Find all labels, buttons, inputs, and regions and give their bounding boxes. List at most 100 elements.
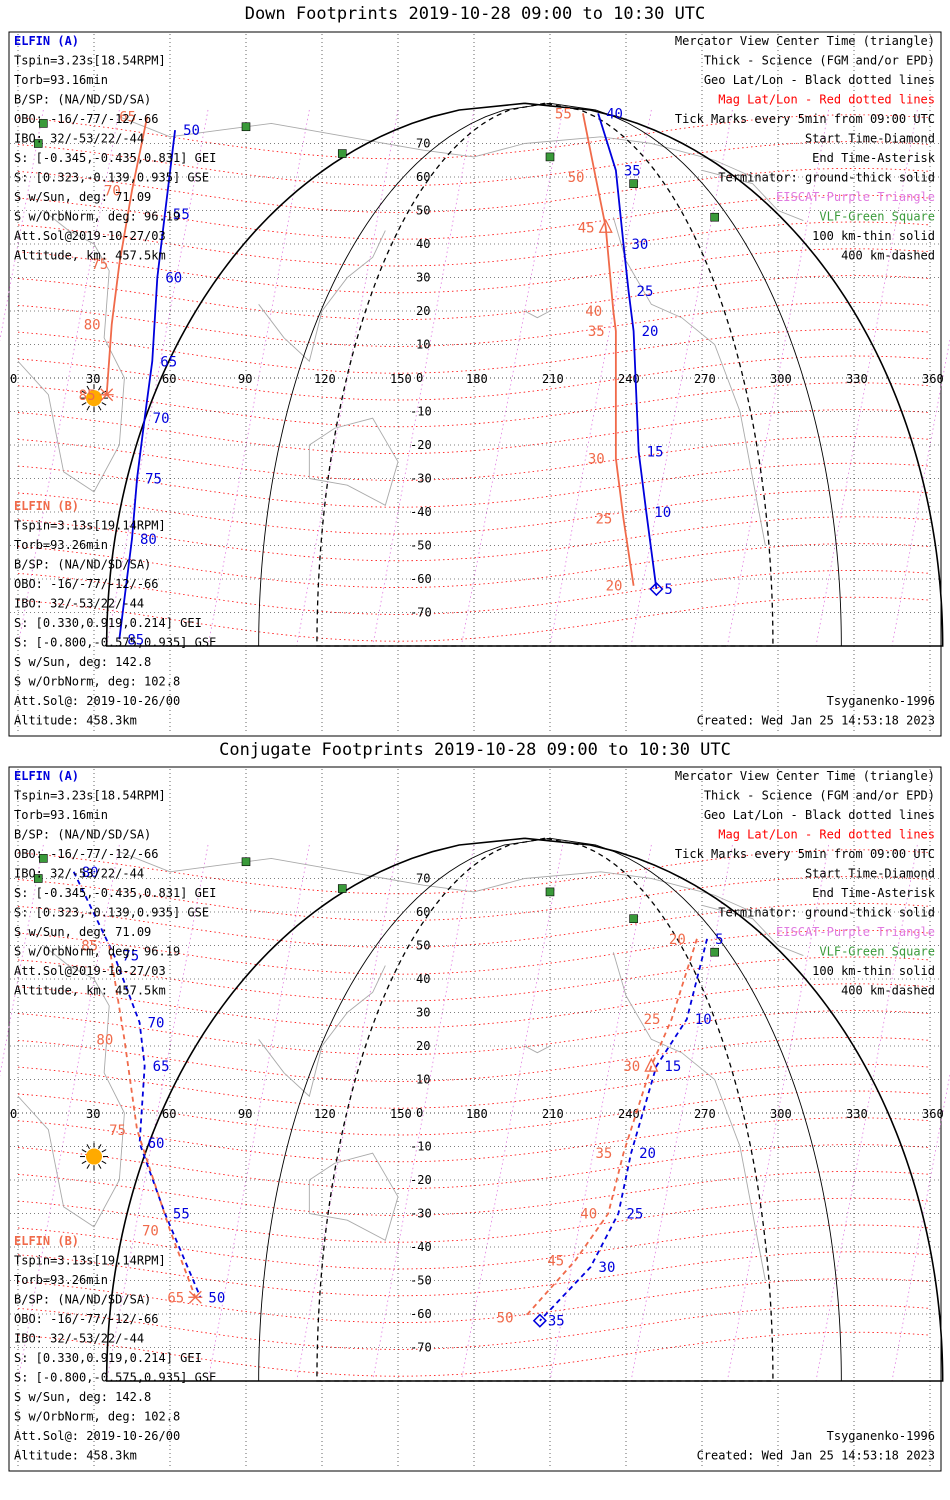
time-tick-label: 15 [647, 445, 664, 461]
terminator-400km [316, 837, 774, 1382]
terminator-100km [258, 837, 842, 1382]
vlf-site-marker [545, 887, 555, 897]
x-tick-label: 120 [314, 1107, 336, 1121]
elfin-b-info-line: Altitude: 458.3km [14, 1449, 137, 1463]
mag-lat-line [17, 382, 931, 428]
start-diamond [649, 581, 664, 597]
time-tick-label: 20 [606, 579, 623, 595]
legend-entry: Geo Lat/Lon - Black dotted lines [704, 808, 935, 822]
time-tick-label: 70 [104, 183, 121, 199]
y-tick-label: -60 [410, 1307, 432, 1321]
y-tick-label: 30 [416, 271, 430, 285]
y-tick-label: 40 [416, 237, 430, 251]
legend-entry: Thick - Science (FGM and/or EPD) [704, 789, 935, 803]
mag-lon-line [296, 844, 399, 1382]
conjugate-footprints-map: 0 30 60 90 120 150 180 210 240 270 300 330 360706050… [0, 766, 950, 1472]
y-tick-label: -70 [410, 1341, 432, 1355]
y-tick-label: 20 [416, 304, 430, 318]
elfin-b-info-line: OBO: -16/-77/-12/-66 [14, 1312, 159, 1326]
coastline [524, 1045, 551, 1054]
mag-lat-line [17, 876, 931, 922]
elfin-b-info-line: Tspin=3.13s[19.14RPM] [14, 1254, 166, 1268]
mag-lat-line [17, 1117, 931, 1163]
vlf-site-marker [337, 149, 347, 158]
mag-lat-line [17, 301, 931, 347]
elfin-b-info-line: S: [0.330,0.919,0.214] GEI [14, 616, 202, 630]
vlf-site-marker [39, 854, 48, 863]
coastline [612, 217, 766, 546]
legend-entry: Start Time-Diamond [805, 867, 935, 881]
y-tick-label: -10 [410, 405, 432, 419]
vlf-site-marker [39, 119, 48, 128]
legend-entry: Mag Lat/Lon - Red dotted lines [718, 828, 935, 842]
elfin-a-info-line: B/SP: (NA/ND/SD/SA) [14, 93, 151, 107]
time-tick-label: 40 [585, 304, 602, 320]
sun-ray [81, 1160, 87, 1164]
y-tick-label: 20 [416, 1039, 430, 1053]
x-tick-label: 210 [542, 1107, 564, 1121]
time-tick-label: 5 [715, 932, 723, 948]
elfin-a-info-line: IBO: 32/-53/22/-44 [14, 132, 144, 146]
legend-entry: 400 km-dashed [841, 984, 935, 998]
sun-ray [81, 1149, 87, 1153]
time-tick-label: 40 [580, 1207, 597, 1223]
panel-title-down: Down Footprints 2019-10-28 09:00 to 10:3… [244, 4, 706, 24]
sun-ray [81, 402, 87, 406]
time-tick-label: 45 [578, 220, 595, 236]
terminator [105, 837, 944, 1382]
legend-entry: Tick Marks every 5min from 09:00 UTC [675, 847, 935, 861]
mag-lon-line [891, 337, 950, 647]
y-tick-label: 0 [416, 371, 423, 385]
time-tick-label: 50 [497, 1310, 514, 1326]
elfin-a-info-line: S: [-0.345,-0.435,0.831] GEI [14, 886, 216, 900]
elfin-b-info-line: S: [-0.800,-0.575,0.935] GSE [14, 1371, 216, 1385]
time-tick-label: 30 [599, 1260, 616, 1276]
footprint-track [105, 116, 149, 395]
elfin-b-info-line: Torb=93.26min [14, 1273, 108, 1287]
elfin-a-info-line: Tspin=3.23s[18.54RPM] [14, 789, 166, 803]
time-tick-label: 55 [555, 106, 572, 122]
time-tick-label: 40 [606, 106, 623, 122]
y-tick-label: 10 [416, 338, 430, 352]
mag-lon-line [17, 844, 120, 1382]
vlf-site-marker [337, 884, 347, 893]
legend: Mercator View Center Time (triangle) Thic… [675, 769, 936, 998]
elfin-b-info-line: Tspin=3.13s[19.14RPM] [14, 519, 166, 533]
elfin-a-info-line: Att.Sol@2019-10-27/03 [14, 964, 166, 978]
elfin-a-info-line: S: [-0.345,-0.435,0.831] GEI [14, 151, 216, 165]
x-tick-label: 0 [10, 372, 17, 386]
x-tick-label: 90 [238, 372, 252, 386]
mag-lon-line [296, 109, 399, 647]
geo-grid: 0 30 60 90 120 150 180 210 240 270 300 330 360706050… [10, 769, 944, 1469]
elfin-b-info-line: S: [0.330,0.919,0.214] GEI [14, 1351, 202, 1365]
footer-text: Tsyganenko-1996 [827, 1429, 935, 1443]
mag-lon-line [549, 109, 652, 647]
mag-lon-line [891, 1072, 950, 1382]
sun-ray [86, 1144, 90, 1150]
time-tick-label: 70 [142, 1223, 159, 1239]
coastline [258, 230, 386, 363]
time-tick-label: 25 [595, 512, 612, 528]
y-tick-label: 70 [416, 872, 430, 886]
elfin-a-info-line: Torb=93.16min [14, 808, 108, 822]
y-tick-label: 10 [416, 1073, 430, 1087]
vlf-site-marker [545, 152, 555, 162]
footprint-track [118, 129, 176, 640]
sun-ray [86, 1164, 90, 1169]
x-tick-label: 150 [390, 372, 412, 386]
elfin-b-info-line: Att.Sol@: 2019-10-26/00 [14, 694, 180, 708]
sun-icon [86, 390, 102, 407]
x-tick-label: 360 [922, 372, 944, 386]
mag-lon-line [549, 844, 652, 1382]
legend-entry: Start Time-Diamond [805, 132, 935, 146]
elfin-a-info-line: Torb=93.16min [14, 73, 108, 87]
sun-ray [98, 1144, 102, 1150]
sun-ray [98, 385, 102, 391]
legend: Mercator View Center Time (triangle) Thic… [675, 34, 936, 263]
y-tick-label: 70 [416, 137, 430, 151]
legend-entry: EISCAT-Purple Triangle [776, 925, 935, 939]
y-tick-label: -40 [410, 505, 432, 519]
time-tick-label: 80 [84, 317, 101, 333]
x-tick-label: 30 [86, 1107, 100, 1121]
mag-lat-line [17, 570, 931, 615]
